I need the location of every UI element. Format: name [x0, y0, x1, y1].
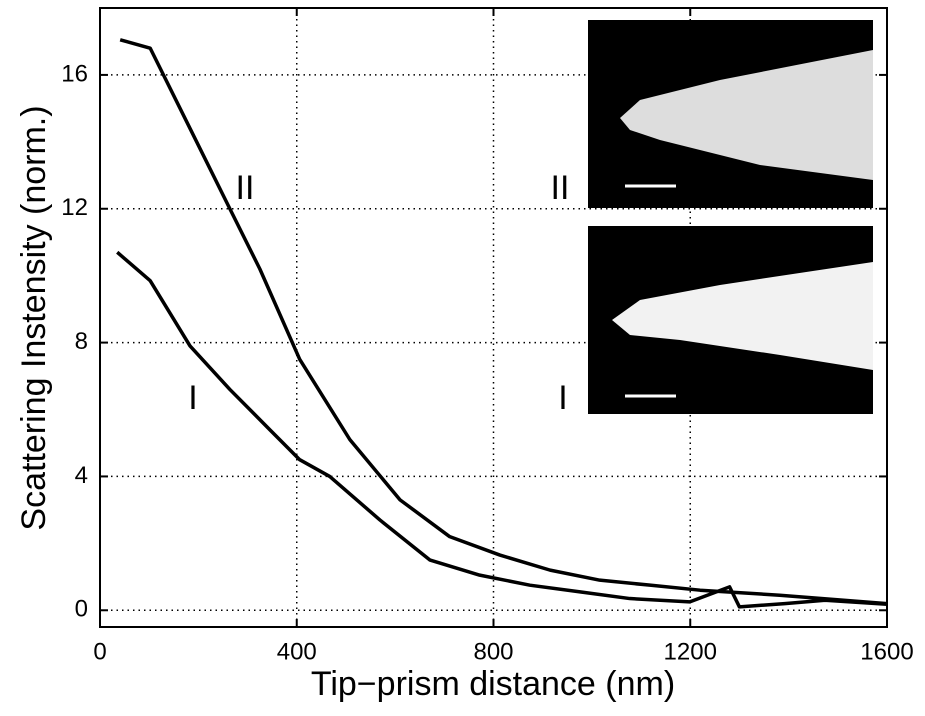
y-axis-label: Scattering Instensity (norm.) [15, 105, 53, 530]
series-label: II [236, 169, 255, 207]
inset-label: I [558, 379, 567, 417]
plot-frame [99, 7, 888, 628]
x-tick-label: 0 [93, 638, 106, 665]
x-tick-label: 800 [473, 638, 513, 665]
series-label: I [188, 379, 197, 417]
inset-top [588, 20, 873, 208]
x-tick-label: 1200 [664, 638, 717, 665]
x-tick-label: 400 [277, 638, 317, 665]
x-tick-label: 1600 [860, 638, 913, 665]
x-axis-label: Tip−prism distance (nm) [311, 665, 675, 703]
inset-label: II [551, 169, 570, 207]
y-tick-label: 0 [75, 596, 88, 623]
inset-bottom [588, 226, 873, 414]
y-tick-label: 8 [75, 328, 88, 355]
y-tick-label: 16 [61, 60, 88, 87]
y-tick-label: 4 [75, 462, 88, 489]
series-line [119, 38, 888, 606]
series-line [116, 250, 888, 609]
y-tick-label: 12 [61, 194, 88, 221]
